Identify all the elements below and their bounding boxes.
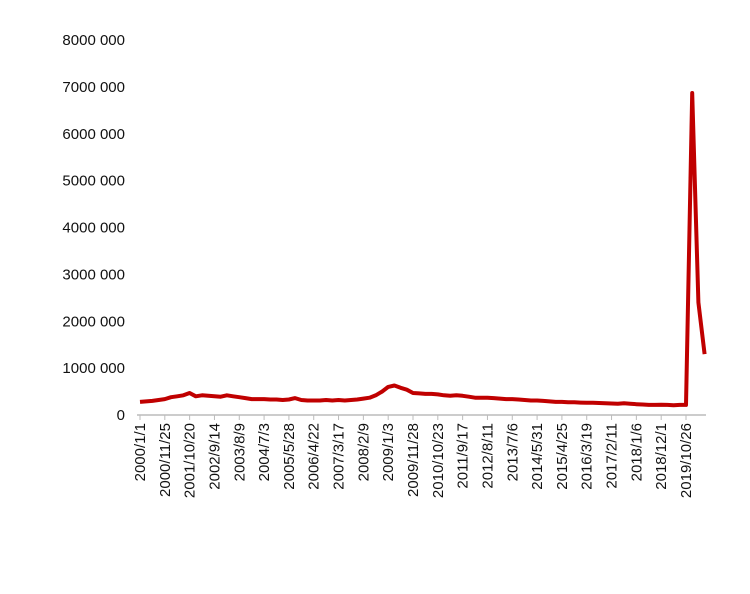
x-tick-label: 2012/8/11: [479, 423, 496, 489]
y-tick-label: 3000 000: [62, 266, 125, 283]
x-tick-label: 2017/2/11: [604, 423, 621, 489]
x-tick-label: 2014/5/31: [529, 423, 546, 490]
x-tick-label: 2009/11/28: [405, 423, 422, 497]
x-tick-label: 2005/5/28: [281, 423, 298, 490]
y-tick-label: 7000 000: [62, 79, 125, 96]
x-tick-label: 2009/1/3: [380, 423, 397, 481]
x-tick-label: 2000/11/25: [157, 423, 174, 497]
y-tick-label: 4000 000: [62, 220, 125, 237]
x-tick-label: 2013/7/6: [504, 423, 521, 481]
y-tick-label: 8000 000: [62, 32, 125, 49]
x-tick-label: 2003/8/9: [231, 423, 248, 481]
x-tick-label: 2010/10/23: [430, 423, 447, 498]
y-tick-label: 6000 000: [62, 126, 125, 143]
x-tick-label: 2006/4/22: [306, 423, 323, 490]
x-tick-label: 2015/4/25: [554, 423, 571, 490]
y-tick-label: 2000 000: [62, 313, 125, 330]
x-tick-label: 2016/3/19: [579, 423, 596, 490]
x-tick-label: 2007/3/17: [331, 423, 348, 490]
x-tick-label: 2000/1/1: [132, 423, 149, 481]
x-tick-label: 2001/10/20: [182, 423, 199, 498]
y-tick-label: 1000 000: [62, 360, 125, 377]
x-tick-label: 2011/9/17: [455, 423, 472, 489]
x-tick-label: 2018/12/1: [653, 423, 670, 490]
y-tick-label: 0: [117, 407, 125, 424]
series-line: [139, 91, 707, 408]
x-tick-label: 2019/10/26: [678, 423, 695, 498]
x-tick-label: 2002/9/14: [206, 423, 223, 490]
x-tick-label: 2008/2/9: [355, 423, 372, 481]
y-tick-label: 5000 000: [62, 173, 125, 190]
x-tick-label: 2004/7/3: [256, 423, 273, 481]
x-tick-label: 2018/1/6: [628, 423, 645, 481]
